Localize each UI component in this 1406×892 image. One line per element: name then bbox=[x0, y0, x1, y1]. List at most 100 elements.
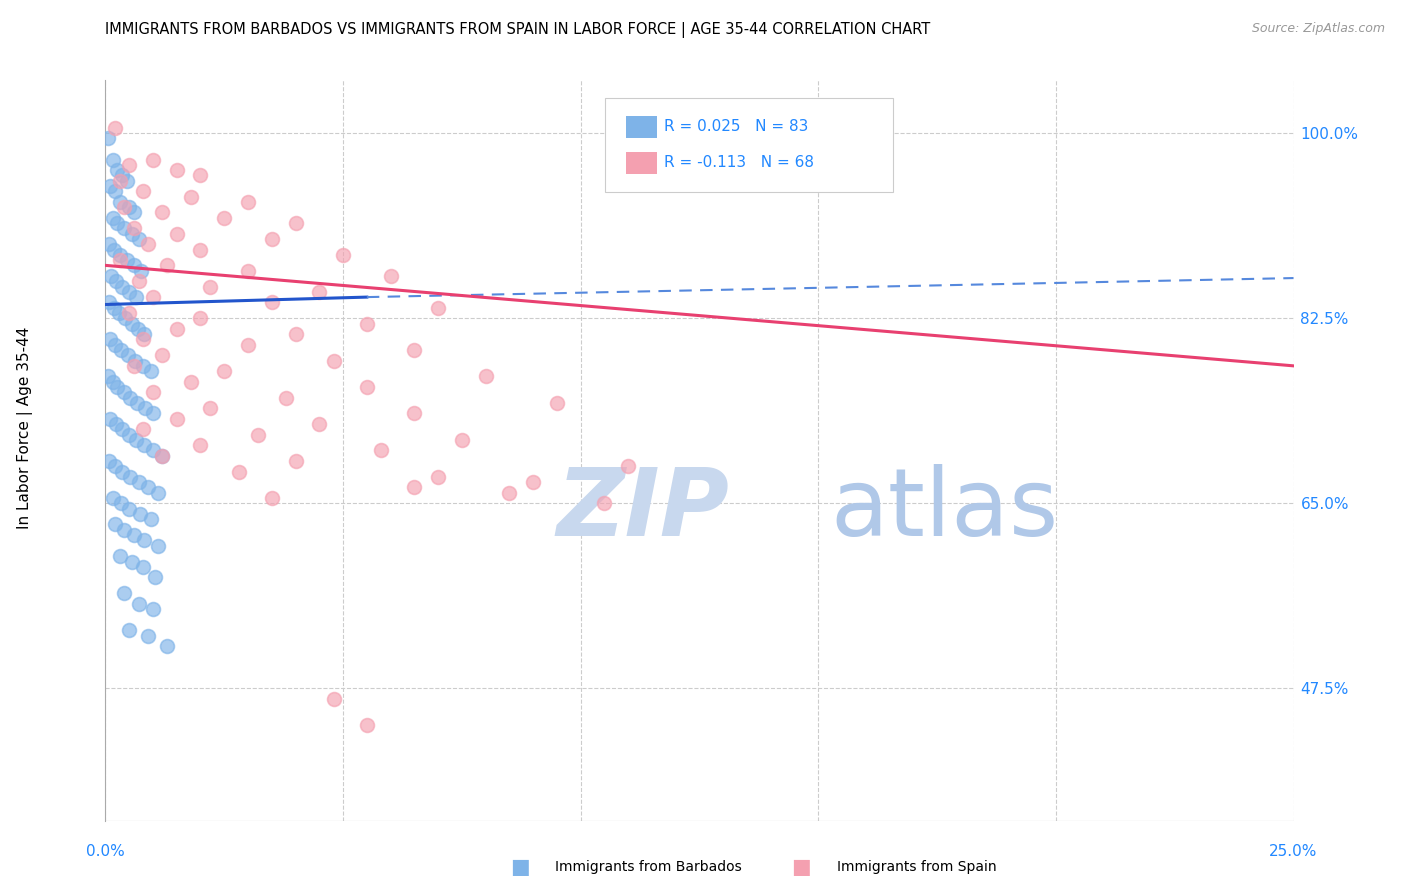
Point bbox=[404, 407, 426, 421]
Point bbox=[274, 391, 297, 405]
Point bbox=[108, 549, 131, 564]
Text: 0.0%: 0.0% bbox=[86, 845, 125, 859]
Point bbox=[108, 253, 131, 268]
Point bbox=[284, 327, 307, 342]
Point bbox=[115, 253, 138, 268]
Point bbox=[98, 179, 121, 194]
Point bbox=[198, 401, 221, 416]
Point bbox=[114, 586, 136, 600]
Point bbox=[98, 237, 121, 252]
Point bbox=[114, 523, 136, 537]
Point bbox=[152, 449, 174, 463]
Point bbox=[118, 200, 141, 214]
Point bbox=[101, 153, 124, 167]
Point bbox=[105, 163, 128, 178]
Point bbox=[146, 485, 169, 500]
Point bbox=[107, 306, 129, 320]
Point bbox=[128, 507, 150, 521]
Point bbox=[139, 512, 162, 526]
Point bbox=[260, 232, 283, 246]
Point bbox=[546, 396, 568, 410]
Point bbox=[128, 232, 150, 246]
Point bbox=[180, 189, 202, 203]
Point bbox=[101, 211, 124, 225]
Point bbox=[125, 433, 148, 447]
Point bbox=[380, 268, 402, 283]
Point bbox=[370, 443, 392, 458]
Point bbox=[498, 485, 520, 500]
Point bbox=[214, 364, 236, 378]
Point bbox=[124, 353, 146, 368]
Point bbox=[156, 639, 179, 653]
Point bbox=[284, 216, 307, 230]
Point bbox=[114, 311, 136, 326]
Point bbox=[134, 327, 156, 342]
Point bbox=[103, 243, 125, 257]
Point bbox=[121, 555, 143, 569]
Point bbox=[122, 205, 145, 219]
Text: 25.0%: 25.0% bbox=[1270, 845, 1317, 859]
Point bbox=[115, 174, 138, 188]
Point bbox=[114, 221, 136, 235]
Point bbox=[190, 438, 212, 452]
Text: In Labor Force | Age 35-44: In Labor Force | Age 35-44 bbox=[17, 327, 34, 529]
Point bbox=[104, 337, 127, 351]
Point bbox=[111, 465, 134, 479]
Point bbox=[136, 629, 159, 643]
Point bbox=[617, 459, 640, 474]
Point bbox=[118, 624, 141, 638]
Point bbox=[284, 454, 307, 468]
Point bbox=[332, 248, 354, 262]
Point bbox=[308, 417, 330, 431]
Text: R = -0.113   N = 68: R = -0.113 N = 68 bbox=[664, 155, 814, 169]
Point bbox=[236, 263, 259, 277]
Point bbox=[104, 274, 127, 288]
Point bbox=[404, 481, 426, 495]
Point bbox=[111, 279, 134, 293]
Point bbox=[97, 131, 120, 145]
Point bbox=[108, 194, 131, 209]
Point bbox=[404, 343, 426, 357]
Point bbox=[190, 311, 212, 326]
Point bbox=[127, 322, 149, 336]
Text: ZIP: ZIP bbox=[557, 464, 730, 556]
Point bbox=[142, 407, 165, 421]
Point bbox=[125, 290, 148, 304]
Text: atlas: atlas bbox=[830, 464, 1059, 556]
Point bbox=[128, 475, 150, 490]
Point bbox=[121, 317, 143, 331]
Point bbox=[98, 411, 121, 425]
Text: ■: ■ bbox=[510, 857, 530, 877]
Point bbox=[260, 491, 283, 505]
Point bbox=[97, 369, 120, 384]
Text: Source: ZipAtlas.com: Source: ZipAtlas.com bbox=[1251, 22, 1385, 36]
Point bbox=[593, 496, 616, 510]
Point bbox=[134, 438, 156, 452]
Point bbox=[101, 491, 124, 505]
Point bbox=[356, 317, 378, 331]
Point bbox=[132, 185, 155, 199]
Point bbox=[166, 322, 188, 336]
Point bbox=[110, 343, 132, 357]
Point bbox=[98, 333, 121, 347]
Point bbox=[127, 396, 149, 410]
Point bbox=[139, 364, 162, 378]
Point bbox=[100, 268, 122, 283]
Text: Immigrants from Spain: Immigrants from Spain bbox=[837, 860, 997, 874]
Point bbox=[136, 237, 159, 252]
Point bbox=[108, 248, 131, 262]
Point bbox=[108, 174, 131, 188]
Point bbox=[152, 449, 174, 463]
Point bbox=[117, 348, 139, 362]
Point bbox=[104, 120, 127, 135]
Text: R = 0.025   N = 83: R = 0.025 N = 83 bbox=[664, 120, 808, 134]
Point bbox=[112, 385, 135, 400]
Point bbox=[136, 481, 159, 495]
Point bbox=[118, 158, 141, 172]
Point bbox=[142, 602, 165, 616]
Point bbox=[111, 422, 134, 436]
Point bbox=[118, 427, 141, 442]
Point bbox=[118, 285, 141, 299]
Point bbox=[132, 559, 155, 574]
Point bbox=[474, 369, 496, 384]
